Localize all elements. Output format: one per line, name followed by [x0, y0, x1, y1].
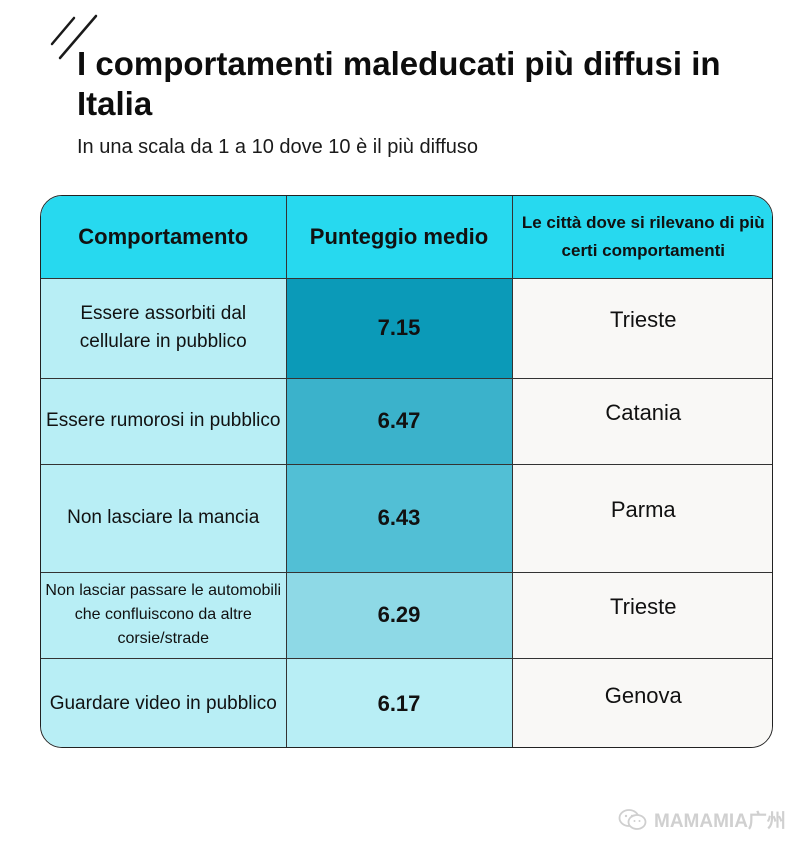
- page-subtitle: In una scala da 1 a 10 dove 10 è il più …: [77, 136, 479, 158]
- column-header-behavior: Comportamento: [41, 196, 287, 279]
- behavior-cell: Essere rumorosi in pubblico: [41, 377, 287, 465]
- column-header-city: Le città dove si rilevano di più certi c…: [511, 196, 772, 279]
- behavior-cell: Non lasciare la mancia: [41, 463, 287, 573]
- city-cell: Trieste: [511, 571, 772, 659]
- city-cell: Trieste: [511, 277, 772, 379]
- data-table: Comportamento Punteggio medio Le città d…: [40, 195, 773, 748]
- city-label: Catania: [605, 400, 682, 425]
- column-header-score: Punteggio medio: [285, 196, 513, 279]
- table-row: Essere rumorosi in pubblico 6.47 Catania: [41, 377, 772, 465]
- table-row: Non lasciar passare le automobili che co…: [41, 571, 772, 659]
- behavior-cell: Non lasciar passare le automobili che co…: [41, 571, 287, 659]
- city-cell: Genova: [511, 657, 772, 747]
- watermark: MAMAMIA广州: [618, 806, 786, 833]
- score-cell: 7.15: [285, 277, 513, 379]
- city-label: Genova: [604, 682, 682, 708]
- table-header-row: Comportamento Punteggio medio Le città d…: [41, 196, 772, 279]
- score-cell: 6.17: [285, 657, 513, 747]
- score-cell: 6.43: [285, 463, 513, 573]
- decorative-slash-icon: [50, 14, 98, 60]
- city-label: Parma: [610, 497, 676, 522]
- table-row: Essere assorbiti dal cellulare in pubbli…: [41, 277, 772, 379]
- city-cell: Catania: [511, 377, 772, 465]
- page-title: I comportamenti maleducati più diffusi i…: [77, 45, 721, 122]
- wechat-icon: [618, 808, 647, 830]
- table-row: Non lasciare la mancia 6.43 Parma: [41, 463, 772, 573]
- table-row: Guardare video in pubblico 6.17 Genova: [41, 657, 772, 747]
- watermark-text: MAMAMIA广州: [654, 811, 786, 832]
- city-label: Trieste: [610, 594, 677, 619]
- behavior-cell: Guardare video in pubblico: [41, 657, 287, 747]
- score-cell: 6.47: [285, 377, 513, 465]
- city-label: Trieste: [610, 307, 677, 332]
- city-cell: Parma: [511, 463, 772, 573]
- behavior-cell: Essere assorbiti dal cellulare in pubbli…: [41, 277, 287, 379]
- score-cell: 6.29: [285, 571, 513, 659]
